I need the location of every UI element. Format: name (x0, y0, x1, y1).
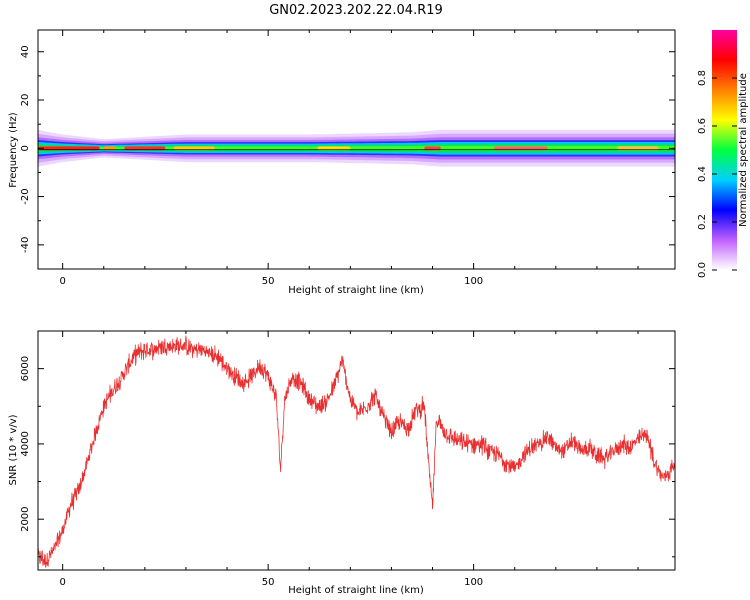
spectral-band-peak (617, 146, 659, 151)
snr-y-tick-label: 2000 (20, 506, 31, 531)
colorbar-ticks: 0.0 0.2 0.4 0.6 0.8 (697, 70, 737, 278)
spectrogram-y-tick-label: 0 (20, 145, 31, 151)
spectrogram-x-ticks: 0 50 100 (59, 30, 639, 287)
spectral-band-peak (317, 146, 351, 151)
colorbar-tick-label: 0.0 (697, 262, 708, 278)
colorbar-label: Normalized spectral amplitude (738, 73, 749, 227)
spectral-band-peak (494, 146, 548, 151)
snr-x-label: Height of straight line (km) (288, 585, 424, 596)
colorbar-tick-label: 0.8 (697, 70, 708, 86)
spectrogram-y-tick-label: 40 (20, 45, 31, 58)
spectrogram-frame (37, 29, 676, 270)
spectrogram-y-tick-label: -20 (20, 188, 31, 204)
snr-y-ticks: 2000 4000 6000 (20, 330, 675, 558)
colorbar: 0.0 0.2 0.4 0.6 0.8 Normalized spectral ampl… (697, 30, 749, 278)
snr-series-line (38, 335, 675, 568)
spectrogram-y-label: Frequency (Hz) (8, 112, 19, 188)
spectrogram-x-tick-label: 100 (464, 276, 483, 287)
snr-x-tick-label: 0 (59, 577, 65, 588)
spectrogram-x-label: Height of straight line (km) (288, 285, 424, 296)
spectral-band-peak (38, 146, 100, 151)
colorbar-tick-label: 0.4 (697, 166, 708, 182)
snr-y-label: SNR (10 * v/v) (8, 414, 19, 485)
spectral-band-peak (424, 146, 441, 151)
spectrogram-y-tick-label: 20 (20, 94, 31, 107)
snr-plot-area (38, 335, 675, 568)
snr-frame (37, 330, 676, 571)
spectrogram-y-ticks: -40 -20 0 20 40 (20, 45, 675, 270)
snr-x-tick-label: 100 (464, 577, 483, 588)
colorbar-swatch (712, 30, 737, 270)
snr-y-tick-label: 6000 (20, 356, 31, 381)
colorbar-tick-label: 0.2 (697, 214, 708, 230)
snr-y-tick-label: 4000 (20, 431, 31, 456)
spectral-band-peak (103, 146, 117, 151)
spectrogram-x-tick-label: 50 (262, 276, 275, 287)
snr-panel: 0 50 100 2000 4000 6000 Height of straight l… (8, 330, 676, 596)
snr-x-ticks: 0 50 100 (59, 331, 639, 588)
snr-x-tick-label: 50 (262, 577, 275, 588)
spectral-band-peak (173, 146, 215, 151)
spectral-band-peak (124, 146, 166, 151)
spectral-band (38, 129, 675, 167)
figure-title: GN02.2023.202.22.04.R19 (269, 3, 443, 18)
spectrogram-panel: 0 50 100 -40 -20 0 20 40 Height of straight li… (8, 29, 676, 296)
spectrogram-y-tick-label: -40 (20, 237, 31, 253)
spectrogram-x-tick-label: 0 (59, 276, 65, 287)
colorbar-tick-label: 0.6 (697, 118, 708, 134)
